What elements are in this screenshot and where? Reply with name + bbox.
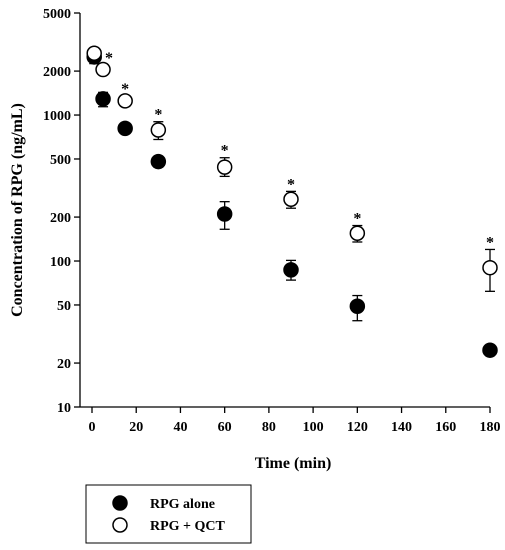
- data-point-rpg-qct: [283, 191, 299, 207]
- significance-marker: *: [105, 50, 113, 67]
- x-tick-label: 20: [129, 420, 143, 435]
- data-point-rpg-qct: [86, 45, 102, 62]
- y-tick-label: 100: [50, 255, 71, 270]
- legend-label-rpg-alone: RPG alone: [150, 497, 215, 512]
- x-tick-label: 80: [262, 420, 276, 435]
- x-tick-label: 100: [303, 420, 324, 435]
- significance-marker: *: [221, 143, 229, 160]
- data-point-rpg-alone: [117, 120, 133, 137]
- data-point-rpg-alone: [216, 206, 233, 222]
- legend-label-rpg-qct: RPG + QCT: [150, 519, 226, 534]
- y-tick-label: 5000: [43, 7, 71, 22]
- y-tick-label: 20: [57, 357, 71, 372]
- x-tick-label: 40: [173, 420, 187, 435]
- data-point-rpg-alone: [283, 262, 299, 278]
- y-tick-label: 50: [57, 299, 71, 314]
- significance-marker: *: [486, 234, 494, 251]
- x-tick-label: 60: [218, 420, 232, 435]
- data-point-rpg-qct: [95, 61, 111, 78]
- data-point-rpg-qct: [216, 159, 233, 175]
- x-tick-label: 160: [435, 420, 456, 435]
- significance-marker: *: [121, 81, 129, 98]
- data-point-rpg-qct: [117, 93, 133, 109]
- x-tick-label: 180: [480, 420, 501, 435]
- data-point-rpg-qct: [349, 225, 366, 241]
- data-point-rpg-alone: [95, 91, 111, 107]
- chart-marks: * * * * * * *: [86, 45, 498, 358]
- data-point-rpg-alone: [150, 153, 167, 170]
- x-tick-label: 0: [89, 420, 96, 435]
- data-point-rpg-qct: [150, 122, 167, 138]
- data-point-rpg-alone: [482, 342, 498, 358]
- significance-marker: *: [287, 176, 295, 193]
- significance-marker: *: [154, 107, 162, 124]
- x-tick-label: 140: [391, 420, 412, 435]
- y-tick-label: 1000: [43, 109, 71, 124]
- x-axis-title: Time (min): [255, 455, 332, 472]
- y-tick-label: 10: [57, 401, 71, 416]
- legend-marker-rpg-qct: [112, 517, 128, 533]
- data-point-rpg-alone: [349, 298, 366, 314]
- legend-marker-rpg-alone: [112, 495, 128, 511]
- significance-marker: *: [353, 211, 361, 228]
- y-axis-title: Concentration of RPG (ng/mL): [9, 103, 26, 317]
- x-tick-label: 120: [347, 420, 368, 435]
- axes: 10 20 50 100 200 500 1000 2000 5000 0 20 40 60 80 100 1…: [43, 7, 501, 435]
- legend-box: [85, 484, 252, 544]
- y-tick-label: 200: [50, 211, 71, 226]
- legend: RPG alone RPG + QCT: [85, 484, 252, 544]
- y-tick-label: 500: [50, 153, 71, 168]
- data-point-rpg-qct: [482, 259, 498, 276]
- y-tick-label: 2000: [43, 65, 71, 80]
